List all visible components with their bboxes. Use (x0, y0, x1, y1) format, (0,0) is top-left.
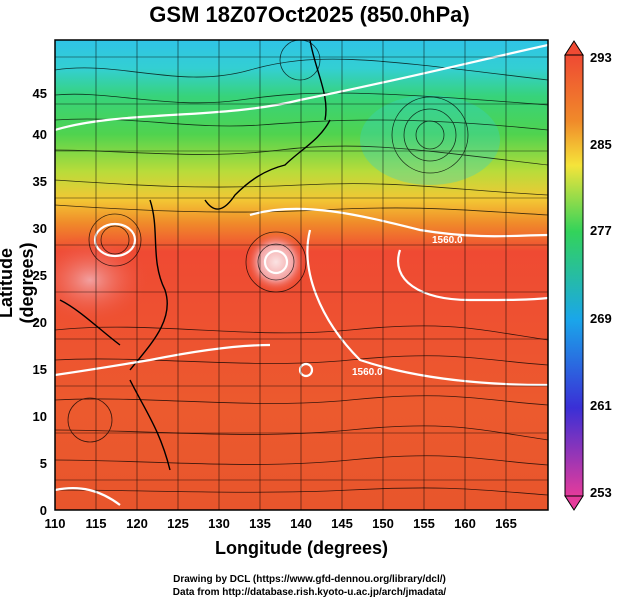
colorbar-label-253: 253 (590, 485, 612, 500)
map-grid (55, 40, 548, 510)
x-tick-labels: 110 115 120 125 130 135 140 145 150 155 … (45, 516, 517, 531)
x-tick-125: 125 (167, 516, 189, 531)
colorbar-label-269: 269 (590, 311, 612, 326)
y-tick-20: 20 (33, 315, 47, 330)
y-tick-35: 35 (33, 174, 47, 189)
colorbar-bottom-arrow (564, 495, 584, 511)
x-axis-label-text: Longitude (degrees) (214, 538, 388, 558)
x-tick-150: 150 (372, 516, 394, 531)
credit-data-source: Data from http://database.rish.kyoto-u.a… (172, 587, 447, 598)
y-tick-40: 40 (33, 127, 47, 142)
y-tick-labels: 0 5 10 15 20 25 30 35 40 45 (33, 86, 47, 518)
colorbar-scale (564, 54, 584, 497)
colorbar-label-293: 293 (590, 50, 612, 65)
y-tick-0: 0 (40, 503, 47, 518)
colorbar-label-285: 285 (590, 137, 612, 152)
y-tick-45: 45 (33, 86, 47, 101)
x-tick-165: 165 (495, 516, 517, 531)
height-contours (55, 43, 548, 506)
contour-label-1: 1560.0 (432, 235, 463, 246)
x-tick-115: 115 (86, 516, 107, 531)
credit-drawing: Drawing by DCL (https://www.gfd-dennou.o… (173, 574, 446, 585)
x-tick-110: 110 (45, 516, 66, 531)
y-tick-25: 25 (33, 268, 47, 283)
x-tick-140: 140 (290, 516, 312, 531)
x-tick-160: 160 (454, 516, 476, 531)
y-tick-5: 5 (40, 456, 47, 471)
y-tick-15: 15 (33, 362, 47, 377)
x-axis-label: Longitude (degrees) (0, 538, 619, 559)
x-tick-120: 120 (126, 516, 148, 531)
x-tick-135: 135 (249, 516, 271, 531)
x-tick-145: 145 (331, 516, 353, 531)
x-tick-155: 155 (413, 516, 435, 531)
colorbar-label-277: 277 (590, 223, 612, 238)
coastlines (59, 40, 331, 471)
y-tick-30: 30 (33, 221, 47, 236)
colorbar: 293 285 277 269 261 253 (564, 40, 612, 511)
contour-label-2: 1560.0 (352, 367, 383, 378)
plot-frame (54, 39, 549, 511)
colorbar-label-261: 261 (590, 398, 612, 413)
colorbar-top-arrow (564, 40, 584, 56)
x-tick-130: 130 (208, 516, 230, 531)
chart-title: GSM 18Z07Oct2025 (850.0hPa) (149, 2, 470, 27)
y-tick-10: 10 (33, 409, 47, 424)
y-axis-label: Latitude (degrees) (0, 242, 37, 324)
